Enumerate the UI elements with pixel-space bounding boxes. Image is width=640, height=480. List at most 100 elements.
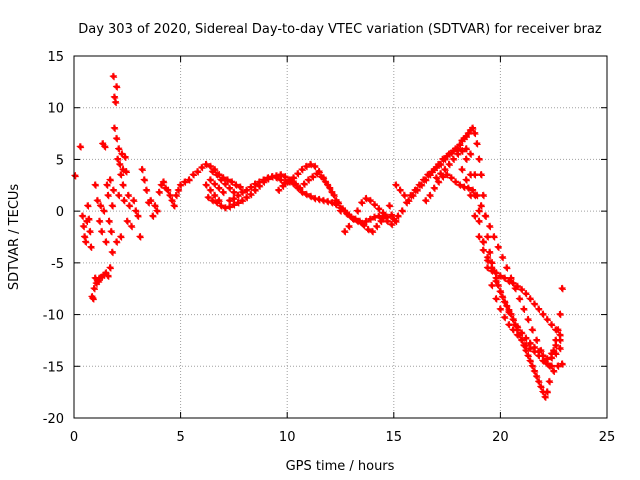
data-point [435,178,442,185]
data-point [148,196,155,203]
data-point [551,346,558,353]
data-point [421,176,428,183]
data-point [446,150,453,157]
data-point [455,145,462,152]
data-point [231,188,238,195]
data-point [98,202,105,209]
data-point [553,349,560,356]
data-point [118,171,125,178]
data-point [476,155,483,162]
data-point [376,205,383,212]
data-point [109,202,116,209]
data-point [482,212,489,219]
data-point [203,181,210,188]
data-point [416,181,423,188]
data-point [288,176,295,183]
data-point [433,163,440,170]
data-point [412,186,419,193]
data-point [101,207,108,214]
data-point [527,295,534,302]
data-point [442,165,449,172]
data-point [495,243,502,250]
data-point [463,155,470,162]
data-point [128,222,135,229]
data-point [372,201,379,208]
data-point [523,334,530,341]
data-point [485,233,492,240]
data-point [160,178,167,185]
data-point [216,184,223,191]
data-point [529,326,536,333]
data-point [112,98,119,105]
data-point [514,323,521,330]
data-point [499,293,506,300]
data-point [538,383,545,390]
data-point [224,176,231,183]
y-tick-label: -15 [43,360,64,375]
data-point [110,186,117,193]
data-point [105,191,112,198]
data-point [282,173,289,180]
data-point [167,191,174,198]
data-point [470,186,477,193]
data-point [497,287,504,294]
data-point [100,140,107,147]
data-point [235,191,242,198]
data-point [327,184,334,191]
data-point [478,202,485,209]
data-point [487,222,494,229]
data-point [506,277,513,284]
data-point [344,210,351,217]
x-tick-label: 20 [492,430,509,445]
data-point [125,191,132,198]
data-point [525,315,532,322]
data-point [111,124,118,131]
data-point [135,212,142,219]
data-point [502,313,509,320]
y-tick-label: 10 [47,102,64,117]
data-point [516,295,523,302]
data-point [463,145,470,152]
data-point [448,174,455,181]
data-point [169,196,176,203]
data-point [231,194,238,201]
data-point [141,176,148,183]
x-tick-label: 0 [70,430,78,445]
data-point [399,207,406,214]
data-point [431,184,438,191]
data-point [222,180,229,187]
data-point [544,388,551,395]
data-point [557,331,564,338]
data-point [493,277,500,284]
data-point [117,160,124,167]
data-point [87,227,94,234]
data-point [214,198,221,205]
data-point [239,188,246,195]
data-point [527,344,534,351]
data-point [88,243,95,250]
data-point [403,198,410,205]
data-point [178,181,184,188]
data-point [450,155,457,162]
data-point [559,284,566,291]
data-point [534,372,541,379]
axis-ticks: 0 5 10 15 20 25 -20 -15 -10 -5 0 5 10 15 [43,50,616,445]
data-point [497,272,504,279]
data-point [235,198,242,205]
data-point [203,160,210,167]
data-point [295,170,302,177]
data-point [293,180,300,187]
data-point [303,162,310,169]
data-point [378,217,385,224]
data-point [72,172,79,179]
data-point [115,155,122,162]
data-point [548,321,555,328]
y-tick-label: 0 [56,205,64,220]
data-point [359,198,366,205]
data-point [502,298,509,305]
data-point [173,191,180,198]
data-point [114,134,121,141]
y-tick-label: -20 [43,412,64,427]
data-point [542,393,549,400]
data-point [446,160,453,167]
